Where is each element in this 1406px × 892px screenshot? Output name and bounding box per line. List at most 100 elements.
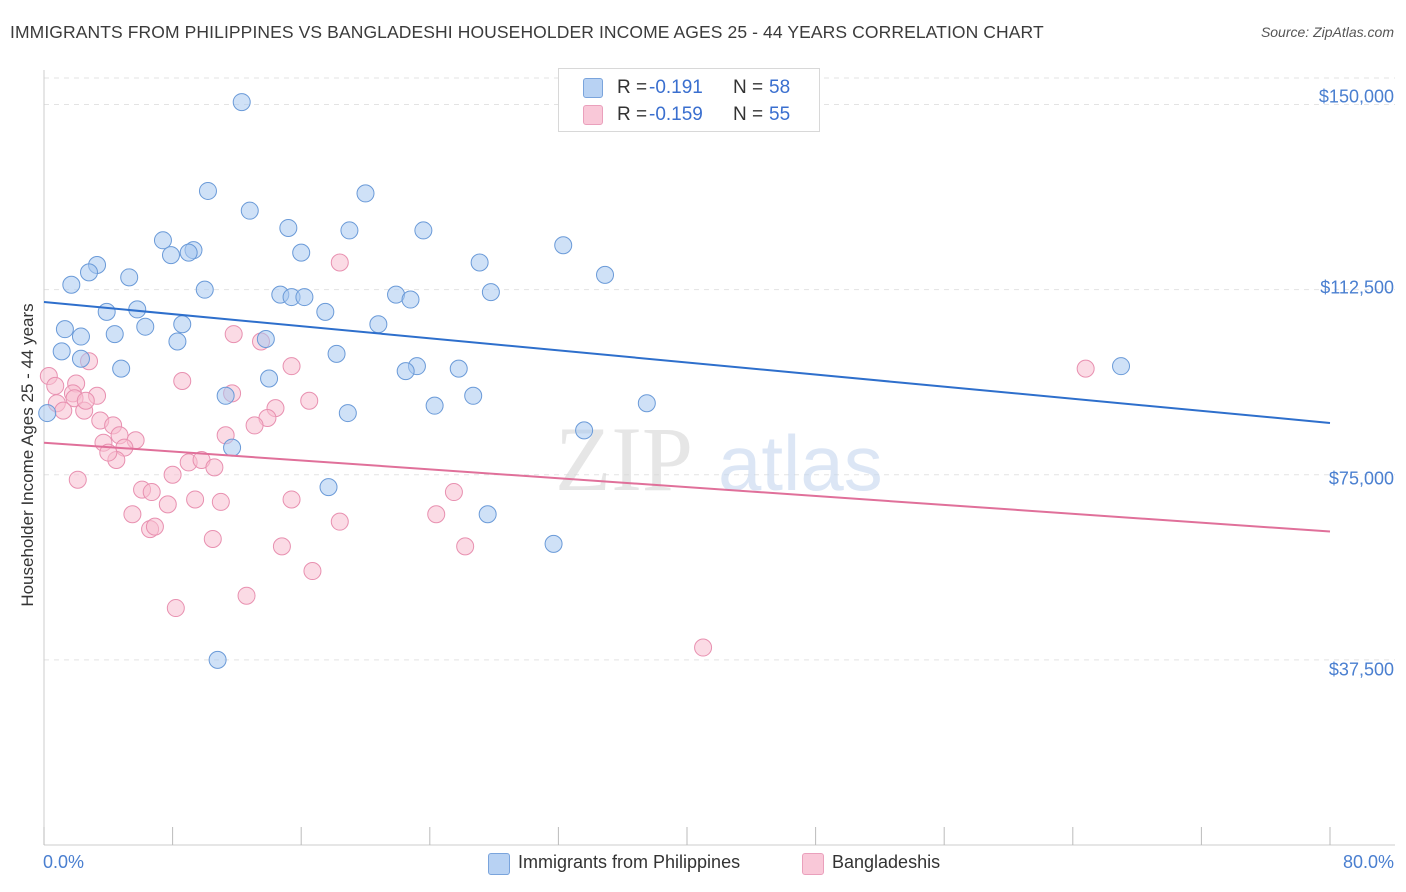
philippines-point bbox=[401, 290, 420, 309]
philippines-point bbox=[327, 344, 346, 363]
r-value: -0.191 bbox=[649, 77, 703, 98]
philippines-point bbox=[179, 243, 198, 262]
philippines-point bbox=[544, 534, 563, 553]
bangladeshi-point bbox=[163, 465, 182, 484]
philippines-point bbox=[195, 280, 214, 299]
bangladeshi-point bbox=[272, 537, 291, 556]
philippines-point bbox=[575, 421, 594, 440]
bangladeshi-point bbox=[158, 495, 177, 514]
philippines-point bbox=[168, 332, 187, 351]
bangladeshi-point bbox=[282, 357, 301, 376]
philippines-point bbox=[478, 505, 497, 524]
y-tick-label-112500: $112,500 bbox=[1320, 277, 1394, 298]
philippines-point bbox=[198, 181, 217, 200]
bangladeshi-point bbox=[282, 490, 301, 509]
grid-lines bbox=[44, 77, 1395, 661]
bangladeshi-swatch bbox=[583, 105, 603, 125]
philippines-point bbox=[1112, 357, 1131, 376]
bangladeshi-point bbox=[237, 586, 256, 605]
philippines-point bbox=[425, 396, 444, 415]
bangladeshi-point bbox=[224, 325, 243, 344]
philippines-point bbox=[223, 438, 242, 457]
philippines-point bbox=[71, 327, 90, 346]
philippines-point bbox=[80, 263, 99, 282]
philippines-legend-swatch bbox=[488, 853, 510, 875]
bangladeshi-point bbox=[300, 391, 319, 410]
philippines-point bbox=[356, 184, 375, 203]
philippines-point bbox=[136, 317, 155, 336]
philippines-point bbox=[414, 221, 433, 240]
bangladeshi-point bbox=[303, 562, 322, 581]
bangladeshi-point bbox=[186, 490, 205, 509]
philippines-point bbox=[52, 342, 71, 361]
philippines-point bbox=[292, 243, 311, 262]
bangladeshi-point bbox=[145, 517, 164, 536]
n-label: N = bbox=[733, 104, 764, 125]
philippines-point bbox=[319, 478, 338, 497]
r-label: R = bbox=[617, 77, 648, 98]
y-tick-label-150000: $150,000 bbox=[1318, 86, 1394, 107]
philippines-point bbox=[481, 283, 500, 302]
watermark-atlas: atlas bbox=[718, 419, 883, 507]
bangladeshi-point bbox=[76, 391, 95, 410]
philippines-point bbox=[340, 221, 359, 240]
bangladeshi-legend-label: Bangladeshis bbox=[832, 852, 941, 872]
philippines-swatch bbox=[583, 78, 603, 98]
bangladeshi-point bbox=[54, 401, 73, 420]
bangladeshi-point bbox=[245, 416, 264, 435]
philippines-point bbox=[62, 275, 81, 294]
r-label: R = bbox=[617, 104, 648, 125]
bangladeshi-point bbox=[211, 492, 230, 511]
philippines-point bbox=[153, 231, 172, 250]
bangladeshi-point bbox=[694, 638, 713, 657]
philippines-point bbox=[105, 325, 124, 344]
trend-lines bbox=[43, 301, 1331, 533]
x-tick-label-min: 0.0% bbox=[43, 852, 85, 872]
bangladeshi-legend-swatch bbox=[802, 853, 824, 875]
philippines-legend-label: Immigrants from Philippines bbox=[518, 852, 741, 872]
source-label: Source: ZipAtlas.com bbox=[1260, 24, 1394, 40]
philippines-point bbox=[596, 265, 615, 284]
philippines-point bbox=[161, 246, 180, 265]
x-tick-label-max: 80.0% bbox=[1342, 852, 1394, 872]
bangladeshi-point bbox=[456, 537, 475, 556]
bangladeshi-point bbox=[444, 483, 463, 502]
bangladeshi-point bbox=[142, 483, 161, 502]
bangladeshi-point bbox=[330, 512, 349, 531]
correlation-legend: R = -0.191 N = 58 R = -0.159 N = 55 bbox=[558, 68, 820, 132]
philippines-points bbox=[38, 93, 1131, 669]
chart-title: IMMIGRANTS FROM PHILIPPINES VS BANGLADES… bbox=[10, 22, 1044, 42]
n-value: 58 bbox=[769, 77, 791, 98]
bangladeshi-point bbox=[330, 253, 349, 272]
philippines-point bbox=[216, 386, 235, 405]
philippines-point bbox=[55, 320, 74, 339]
bangladeshi-point bbox=[68, 470, 87, 489]
philippines-point bbox=[369, 315, 388, 334]
bangladeshi-point bbox=[46, 376, 65, 395]
philippines-point bbox=[464, 386, 483, 405]
bangladeshi-trend-line bbox=[43, 441, 1331, 533]
philippines-point bbox=[295, 288, 314, 307]
philippines-point bbox=[449, 359, 468, 378]
philippines-point bbox=[260, 369, 279, 388]
philippines-point bbox=[208, 650, 227, 669]
philippines-point bbox=[256, 330, 275, 349]
philippines-point bbox=[232, 93, 251, 112]
n-value: 55 bbox=[769, 104, 791, 125]
n-label: N = bbox=[733, 77, 764, 98]
bangladeshi-point bbox=[166, 599, 185, 618]
philippines-point bbox=[279, 218, 298, 237]
philippines-point bbox=[637, 394, 656, 413]
philippines-point bbox=[316, 302, 335, 321]
philippines-point bbox=[120, 268, 139, 287]
philippines-point bbox=[240, 201, 259, 220]
bangladeshi-point bbox=[1076, 359, 1095, 378]
bangladeshi-point bbox=[173, 371, 192, 390]
philippines-point bbox=[97, 302, 116, 321]
bangladeshi-point bbox=[123, 505, 142, 524]
r-value: -0.159 bbox=[649, 104, 703, 125]
philippines-point bbox=[470, 253, 489, 272]
bangladeshi-point bbox=[427, 505, 446, 524]
philippines-point bbox=[38, 404, 57, 423]
